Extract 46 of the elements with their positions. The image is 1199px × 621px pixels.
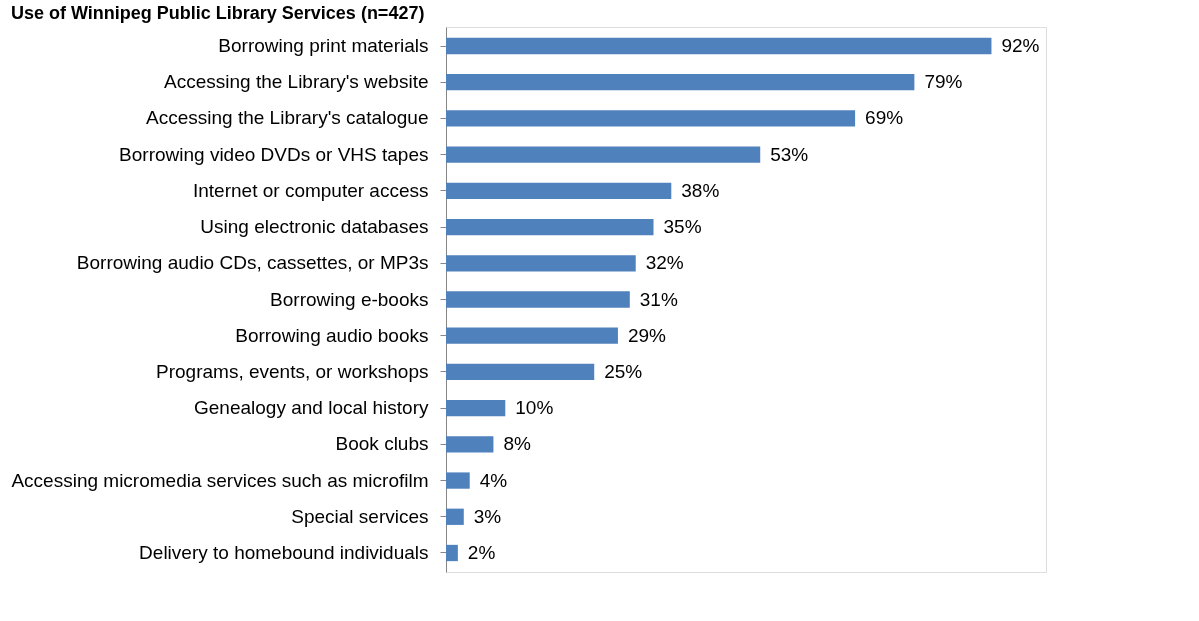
y-tick-label: Book clubs — [335, 433, 429, 455]
y-tick-label: Delivery to homebound individuals — [139, 541, 429, 563]
bar — [446, 146, 761, 163]
y-tick-label: Programs, events, or workshops — [156, 360, 429, 382]
bar — [446, 508, 464, 525]
y-tick-label: Internet or computer access — [193, 179, 429, 201]
y-tick-label: Special services — [291, 505, 429, 527]
data-label: 10% — [515, 397, 554, 419]
bar — [446, 327, 618, 344]
data-label: 25% — [604, 360, 643, 382]
data-label: 4% — [479, 469, 508, 491]
bar — [446, 472, 470, 489]
bar — [446, 110, 856, 127]
data-label: 53% — [770, 143, 809, 165]
data-label: 2% — [467, 541, 496, 563]
bar — [446, 291, 630, 308]
text: Use of Winnipeg Public Library Services (n=427) — [10, 3, 425, 23]
data-label: 35% — [663, 216, 702, 238]
bar — [446, 37, 992, 55]
bar — [446, 544, 458, 562]
y-tick-label: Borrowing audio books — [235, 324, 429, 346]
bar — [446, 363, 595, 381]
y-tick-label: Accessing the Library's website — [164, 71, 429, 93]
y-tick-label: Borrowing video DVDs or VHS tapes — [119, 143, 429, 165]
bar — [446, 182, 672, 200]
bar — [446, 218, 654, 236]
data-label: 92% — [1001, 35, 1040, 57]
data-label: 32% — [645, 252, 684, 274]
y-tick-label: Using electronic databases — [200, 216, 429, 238]
y-tick-label: Borrowing e-books — [270, 288, 429, 310]
data-label: 69% — [865, 107, 904, 129]
data-label: 38% — [681, 179, 720, 201]
bar — [446, 436, 494, 453]
data-label: 8% — [503, 433, 531, 455]
y-tick-label: Borrowing audio CDs, cassettes, or MP3s — [76, 252, 429, 274]
bar — [446, 399, 506, 417]
data-label: 31% — [639, 288, 678, 310]
y-tick-label: Borrowing print materials — [218, 35, 429, 57]
bar — [446, 74, 915, 91]
y-tick-label: Accessing micromedia services such as microfilm — [11, 469, 429, 491]
bar — [446, 255, 636, 272]
y-tick-label: Accessing the Library's catalogue — [146, 107, 429, 129]
data-label: 29% — [627, 324, 667, 346]
data-label: 3% — [473, 505, 502, 527]
y-tick-label: Genealogy and local history — [194, 397, 429, 419]
data-label: 79% — [924, 71, 963, 93]
